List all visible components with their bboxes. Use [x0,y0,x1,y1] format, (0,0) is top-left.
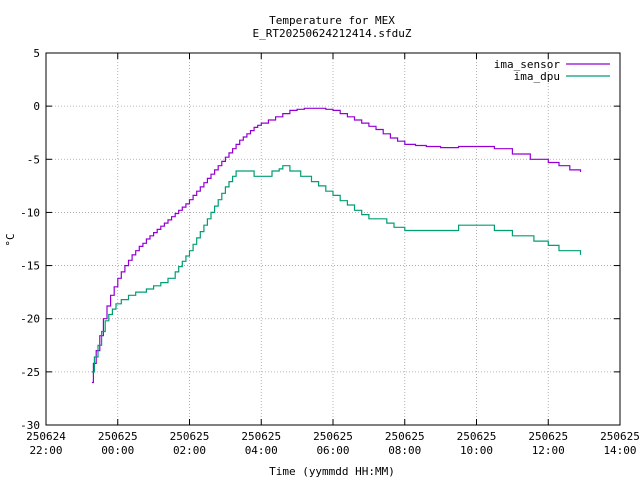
y-tick-label: 0 [33,100,40,113]
y-tick-label: -20 [20,313,40,326]
x-tick-date-label: 250625 [385,430,425,443]
x-tick-time-label: 22:00 [29,444,62,457]
y-tick-label: 5 [33,47,40,60]
series-line-ima-dpu [91,165,582,373]
x-tick-date-label: 250625 [170,430,210,443]
chart-title: Temperature for MEX [269,14,395,27]
plot-border [45,52,621,426]
x-tick-date-label: 250625 [313,430,353,443]
x-tick-date-label: 250625 [457,430,497,443]
chart-subtitle: E_RT20250624212414.sfduZ [253,27,412,40]
series-line-ima-sensor [91,107,582,384]
y-tick-label: -10 [20,206,40,219]
legend-label-ima-dpu: ima_dpu [514,70,560,83]
x-tick-time-label: 10:00 [460,444,493,457]
x-tick-date-label: 250625 [528,430,568,443]
y-tick-label: -25 [20,366,40,379]
x-tick-time-label: 08:00 [388,444,421,457]
x-axis-label: Time (yymmdd HH:MM) [269,465,395,478]
y-axis-label: °C [4,233,17,246]
x-tick-time-label: 14:00 [603,444,636,457]
legend: ima_sensor ima_dpu [494,58,610,83]
x-tick-date-label: 250624 [26,430,66,443]
x-tick-time-label: 12:00 [532,444,565,457]
x-tick-date-label: 250625 [241,430,281,443]
legend-label-ima-sensor: ima_sensor [494,58,561,71]
axes: 50-5-10-15-20-25-3025062422:0025062500:0… [20,47,640,457]
y-tick-label: -5 [27,153,40,166]
x-tick-date-label: 250625 [98,430,138,443]
y-tick-label: -15 [20,260,40,273]
x-tick-time-label: 00:00 [101,444,134,457]
x-tick-time-label: 02:00 [173,444,206,457]
series-layer [91,107,582,384]
x-tick-date-label: 250625 [600,430,640,443]
x-tick-time-label: 06:00 [316,444,349,457]
y-tick-label: -30 [20,419,40,432]
x-tick-time-label: 04:00 [245,444,278,457]
